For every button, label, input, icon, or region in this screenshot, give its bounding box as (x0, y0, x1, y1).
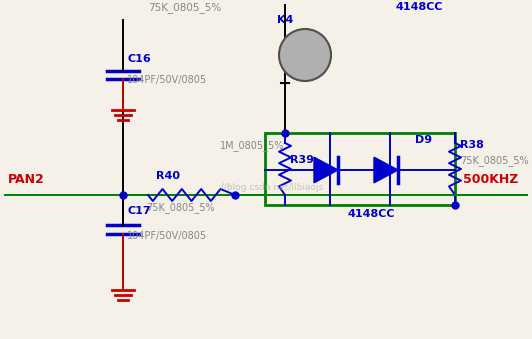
Text: 104PF/50V/0805: 104PF/50V/0805 (127, 231, 207, 241)
Text: PAN2: PAN2 (8, 173, 45, 186)
Text: 75K_0805_5%: 75K_0805_5% (460, 155, 529, 166)
Circle shape (279, 29, 331, 81)
Text: R40: R40 (156, 171, 180, 181)
Text: ://blog.csdn.net/libiaojs: ://blog.csdn.net/libiaojs (218, 183, 323, 192)
Text: C17: C17 (127, 206, 151, 216)
Text: R38: R38 (460, 140, 484, 150)
Text: 500KHZ: 500KHZ (463, 173, 518, 186)
Text: 75K_0805_5%: 75K_0805_5% (146, 202, 214, 213)
Text: 1M_0805_5%: 1M_0805_5% (220, 140, 285, 151)
Text: 104PF/50V/0805: 104PF/50V/0805 (127, 75, 207, 85)
Text: C16: C16 (127, 54, 151, 64)
Text: 4148CC: 4148CC (395, 2, 443, 12)
Text: 4148CC: 4148CC (348, 209, 395, 219)
Text: K4: K4 (277, 15, 293, 25)
Polygon shape (314, 157, 338, 183)
Text: R39: R39 (290, 155, 314, 165)
Text: D9: D9 (415, 135, 432, 145)
Text: 75K_0805_5%: 75K_0805_5% (148, 2, 221, 13)
Bar (265, 133, 455, 205)
Polygon shape (374, 157, 398, 183)
